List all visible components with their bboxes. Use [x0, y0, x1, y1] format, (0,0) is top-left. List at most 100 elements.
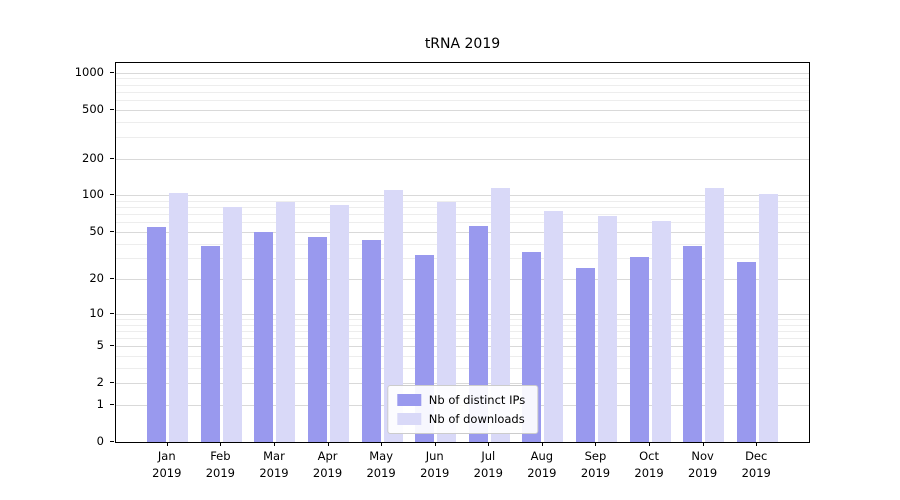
gridline-major — [116, 109, 809, 111]
x-tick-label: Dec 2019 — [741, 449, 771, 481]
x-tick-mark — [434, 442, 436, 446]
bar-distinct-ips-may — [361, 239, 381, 442]
bar-downloads-nov — [705, 187, 725, 442]
gridline-minor — [116, 324, 809, 326]
plot-area: Nb of distinct IPs Nb of downloads — [115, 62, 810, 443]
x-tick-mark — [541, 442, 543, 446]
gridline-minor — [116, 243, 809, 245]
y-tick-mark — [110, 278, 114, 280]
bar-downloads-jan — [169, 192, 189, 442]
gridline-major — [116, 313, 809, 315]
y-tick-label: 2 — [96, 375, 104, 390]
gridline-minor — [116, 121, 809, 123]
legend-swatch-distinct-ips — [396, 394, 421, 406]
bar-distinct-ips-sep — [575, 267, 595, 442]
x-tick-mark — [166, 442, 168, 446]
bar-distinct-ips-apr — [308, 237, 328, 442]
gridline-minor — [116, 318, 809, 320]
gridline-major — [116, 195, 809, 197]
bar-distinct-ips-feb — [200, 246, 220, 442]
x-tick-label: Sep 2019 — [580, 449, 611, 481]
gridline-minor — [116, 207, 809, 209]
gridline-minor — [116, 200, 809, 202]
gridline-minor — [116, 136, 809, 138]
gridline-minor — [116, 222, 809, 224]
y-tick-mark — [110, 312, 114, 314]
x-tick-mark — [595, 442, 597, 446]
y-tick-label: 0 — [96, 434, 104, 448]
x-tick-mark — [327, 442, 329, 446]
bar-downloads-dec — [758, 193, 778, 442]
y-tick-label: 50 — [89, 223, 104, 238]
x-tick-label: Feb 2019 — [205, 449, 236, 481]
gridline-major — [116, 158, 809, 160]
x-tick-label: Jan 2019 — [152, 449, 182, 481]
bar-downloads-oct — [651, 220, 671, 442]
x-tick-label: May 2019 — [366, 449, 396, 481]
x-tick-mark — [756, 442, 758, 446]
y-tick-mark — [110, 230, 114, 232]
chart-title: tRNA 2019 — [424, 36, 501, 52]
legend-label-downloads: Nb of downloads — [428, 412, 525, 426]
y-tick-label: 500 — [82, 101, 104, 116]
x-tick-label: Aug 2019 — [527, 449, 557, 481]
x-tick-label: Jul 2019 — [473, 449, 503, 481]
y-tick-mark — [110, 194, 114, 196]
x-tick-label: Mar 2019 — [259, 449, 289, 481]
bar-downloads-mar — [276, 202, 296, 442]
gridline-minor — [116, 355, 809, 357]
gridline-major — [116, 383, 809, 385]
x-tick-label: Oct 2019 — [634, 449, 664, 481]
gridline-major — [116, 72, 809, 74]
bar-distinct-ips-oct — [629, 256, 649, 442]
x-tick-label: Apr 2019 — [312, 449, 343, 481]
bar-distinct-ips-mar — [254, 231, 274, 442]
y-tick-label: 10 — [89, 305, 104, 320]
y-tick-label: 20 — [89, 271, 104, 286]
legend-item-distinct-ips: Nb of distinct IPs — [396, 393, 525, 407]
x-tick-mark — [220, 442, 222, 446]
legend-item-downloads: Nb of downloads — [396, 412, 525, 426]
gridline-minor — [116, 91, 809, 93]
x-tick-mark — [488, 442, 490, 446]
y-tick-mark — [110, 157, 114, 159]
gridline-minor — [116, 214, 809, 216]
bar-downloads-jul — [490, 187, 510, 442]
gridline-minor — [116, 330, 809, 332]
x-tick-mark — [649, 442, 651, 446]
gridline-minor — [116, 84, 809, 86]
gridline-major — [116, 279, 809, 281]
gridline-minor — [116, 367, 809, 369]
bar-downloads-aug — [544, 210, 564, 442]
gridline-minor — [116, 100, 809, 101]
bar-distinct-ips-nov — [683, 246, 703, 442]
y-tick-mark — [110, 441, 114, 442]
legend-swatch-downloads — [396, 413, 421, 425]
bar-downloads-sep — [597, 216, 617, 442]
y-tick-label: 5 — [96, 338, 104, 353]
y-tick-mark — [110, 71, 114, 73]
x-tick-label: Nov 2019 — [687, 449, 718, 481]
bar-downloads-jun — [437, 202, 457, 442]
x-tick-label: Jun 2019 — [420, 449, 450, 481]
y-tick-mark — [110, 345, 114, 347]
x-tick-mark — [702, 442, 704, 446]
x-tick-mark — [381, 442, 383, 446]
y-tick-mark — [110, 382, 114, 384]
bar-downloads-apr — [330, 204, 350, 442]
bar-downloads-feb — [222, 207, 242, 442]
y-tick-mark — [110, 108, 114, 110]
bar-distinct-ips-jan — [147, 226, 167, 442]
gridline-major — [116, 231, 809, 233]
bar-distinct-ips-dec — [736, 262, 756, 442]
chart-legend: Nb of distinct IPs Nb of downloads — [386, 385, 539, 434]
gridline-minor — [116, 258, 809, 260]
y-tick-label: 1 — [96, 396, 104, 411]
y-tick-mark — [110, 403, 114, 405]
bar-downloads-may — [383, 190, 403, 442]
y-tick-label: 100 — [82, 187, 104, 202]
x-tick-mark — [273, 442, 275, 446]
y-tick-label: 200 — [82, 150, 104, 165]
gridline-minor — [116, 78, 809, 80]
